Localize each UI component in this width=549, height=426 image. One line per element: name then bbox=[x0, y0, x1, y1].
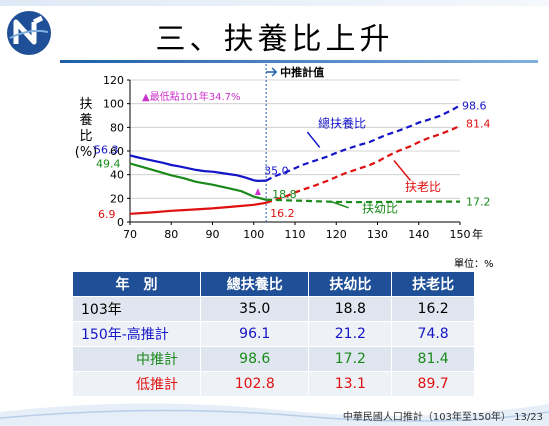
table-cell: 21.2 bbox=[308, 321, 393, 347]
x-tick-label: 150 bbox=[450, 228, 471, 241]
chart-labels: ▲最低點101年34.7% 56.3 35.0 98.6 49.4 18.8 17.2 6.9… bbox=[94, 90, 491, 221]
ndc-logo bbox=[7, 11, 51, 55]
dependency-ratio-chart: 0 20 40 60 80 100 120 70 80 90 100 110 120 130 140 150 年… bbox=[75, 64, 491, 241]
table-row: 低推計 102.8 13.1 89.7 bbox=[72, 371, 475, 397]
x-unit-label: 年 bbox=[472, 227, 483, 241]
series-arrow bbox=[306, 131, 321, 148]
table-header: 扶老比 bbox=[391, 271, 475, 297]
row-label: 103年 bbox=[72, 296, 201, 322]
x-tick-label: 140 bbox=[408, 228, 429, 241]
y-axis-label: 養 bbox=[79, 112, 92, 128]
data-label: 49.4 bbox=[96, 158, 121, 171]
table-header: 總扶養比 bbox=[199, 271, 310, 297]
series-arrow bbox=[393, 159, 412, 182]
x-tick-label: 70 bbox=[123, 228, 137, 241]
row-label: 150年-高推計 bbox=[72, 321, 201, 347]
table-cell: 81.4 bbox=[391, 346, 475, 372]
y-tick-label: 0 bbox=[117, 216, 124, 229]
y-tick-label: 80 bbox=[110, 121, 124, 134]
table-row: 中推計 98.6 17.2 81.4 bbox=[72, 346, 475, 372]
table-row: 103年 35.0 18.8 16.2 bbox=[72, 296, 475, 322]
data-label: 17.2 bbox=[466, 196, 491, 209]
y-tick-label: 20 bbox=[110, 192, 124, 205]
table-cell: 35.0 bbox=[199, 296, 310, 322]
arrow-right-icon bbox=[266, 67, 278, 77]
chart-grid bbox=[130, 79, 460, 199]
table-header: 年 別 bbox=[72, 271, 201, 297]
title-divider bbox=[60, 60, 538, 63]
projection-label: 中推計值 bbox=[280, 65, 324, 79]
page-title: 三、扶養比上升 bbox=[155, 22, 394, 57]
series-label: 扶老比 bbox=[405, 179, 441, 194]
table-cell: 13.1 bbox=[308, 371, 393, 397]
series-arrow bbox=[331, 201, 349, 209]
data-label: 35.0 bbox=[264, 165, 289, 178]
table-cell: 89.7 bbox=[391, 371, 475, 397]
series-line-actual bbox=[129, 201, 267, 215]
data-label: 98.6 bbox=[462, 99, 487, 112]
table-cell: 16.2 bbox=[391, 296, 475, 322]
y-tick-label: 120 bbox=[103, 74, 124, 87]
bottom-wave-decoration bbox=[0, 403, 549, 426]
y-axis-label: 扶 bbox=[79, 97, 92, 112]
y-tick-label: 60 bbox=[110, 145, 124, 158]
series-line-actual bbox=[129, 154, 267, 183]
x-tick-label: 80 bbox=[164, 228, 178, 241]
data-label: 18.8 bbox=[272, 188, 297, 201]
x-tick-label: 90 bbox=[206, 228, 220, 241]
y-tick-label: 40 bbox=[110, 169, 124, 182]
series-label: 扶幼比 bbox=[362, 201, 398, 216]
x-tick-label: 130 bbox=[367, 228, 388, 241]
data-label: 56.3 bbox=[94, 143, 119, 156]
x-tick-label: 110 bbox=[285, 228, 306, 241]
row-label: 中推計 bbox=[72, 346, 201, 372]
series-line-projected bbox=[266, 198, 460, 204]
table-row: 150年-高推計 96.1 21.2 74.8 bbox=[72, 321, 475, 347]
min-annotation: ▲最低點101年34.7% bbox=[142, 90, 241, 103]
series-label: 總扶養比 bbox=[318, 115, 366, 130]
table-header: 扶幼比 bbox=[308, 271, 393, 297]
row-label: 低推計 bbox=[72, 371, 201, 397]
table-cell: 17.2 bbox=[308, 346, 393, 372]
dependency-table: 年 別 總扶養比 扶幼比 扶老比 103年 35.0 18.8 16.2 150… bbox=[72, 271, 475, 397]
table-cell: 96.1 bbox=[199, 321, 310, 347]
table-cell: 98.6 bbox=[199, 346, 310, 372]
y-axis-label: 比 bbox=[79, 129, 92, 144]
table-cell: 74.8 bbox=[391, 321, 475, 347]
top-accent-bar bbox=[0, 0, 549, 6]
data-label: 81.4 bbox=[466, 118, 491, 131]
chart-axes: 0 20 40 60 80 100 120 70 80 90 100 110 120 130 140 150 年… bbox=[75, 64, 483, 241]
min-point-marker bbox=[254, 187, 261, 195]
x-tick-label: 100 bbox=[243, 228, 264, 241]
series-line-projected bbox=[265, 124, 461, 204]
y-tick-label: 100 bbox=[103, 98, 124, 111]
unit-note: 單位：% bbox=[454, 259, 494, 270]
table-header-row: 年 別 總扶養比 扶幼比 扶老比 bbox=[72, 271, 475, 297]
y-axis-label: (%) bbox=[75, 145, 98, 160]
data-label: 16.2 bbox=[270, 207, 295, 220]
table-cell: 18.8 bbox=[308, 296, 393, 322]
series-line-projected bbox=[265, 104, 461, 182]
footer-source: 中華民國人口推計（103年至150年） 13/23 bbox=[342, 412, 543, 423]
x-tick-label: 120 bbox=[326, 228, 347, 241]
table-cell: 102.8 bbox=[199, 371, 310, 397]
chart-series bbox=[129, 104, 461, 215]
data-label: 6.9 bbox=[98, 208, 116, 221]
series-line-actual bbox=[129, 162, 267, 201]
